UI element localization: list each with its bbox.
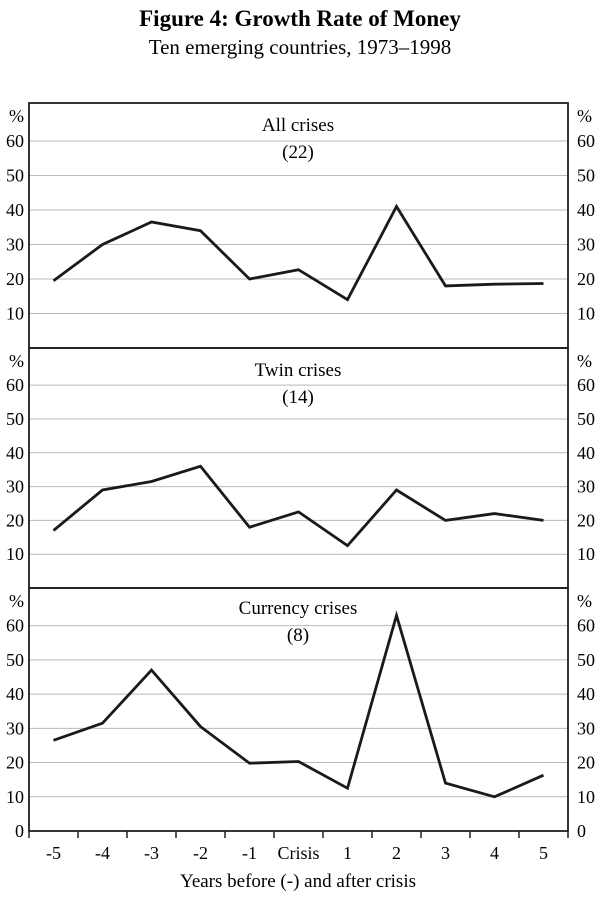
series-line xyxy=(52,464,544,548)
y-axis-unit-left: % xyxy=(9,351,24,371)
series-line xyxy=(52,203,544,302)
y-tick-label-left: 20 xyxy=(6,510,24,530)
panel-count: (8) xyxy=(287,625,309,646)
y-tick-label-left: 50 xyxy=(6,165,24,185)
y-tick-label-right: 40 xyxy=(577,443,595,463)
y-tick-label-left: 40 xyxy=(6,200,24,220)
panel-all-crises: All crises (22) 10 10 20 20 30 30 40 40 50 50 60 60… xyxy=(6,102,595,349)
y-tick-label-left: 60 xyxy=(6,375,24,395)
y-tick-label-left: 30 xyxy=(6,234,24,254)
panel-currency-crises: Currency crises (8) 0 0 10 10 20 20 30 30 40 40 50… xyxy=(6,587,595,841)
y-tick-label-left: 20 xyxy=(6,269,24,289)
y-tick-label-right: 0 xyxy=(577,821,586,841)
y-tick-label-left: 10 xyxy=(6,544,24,564)
y-tick-label-right: 20 xyxy=(577,753,595,773)
y-tick-label-right: 40 xyxy=(577,200,595,220)
y-tick-label-right: 60 xyxy=(577,616,595,636)
y-tick-label-left: 10 xyxy=(6,787,24,807)
panel-border xyxy=(28,347,569,589)
y-axis-labels: 0 0 10 10 20 20 30 30 40 40 50 50 60 60%% xyxy=(6,591,595,841)
panel-border xyxy=(28,587,569,832)
x-tick-label: Crisis xyxy=(277,843,319,863)
y-axis-unit-right: % xyxy=(577,591,592,611)
figure-title: Figure 4: Growth Rate of Money xyxy=(139,6,461,31)
x-axis-caption: Years before (-) and after crisis xyxy=(180,871,416,892)
y-axis-unit-right: % xyxy=(577,351,592,371)
x-tick-label: 2 xyxy=(392,843,401,863)
panel-border xyxy=(28,102,569,349)
y-axis-unit-left: % xyxy=(9,591,24,611)
x-tick-label: -4 xyxy=(95,843,110,863)
x-tick-label: -3 xyxy=(144,843,159,863)
y-axis-labels: 10 10 20 20 30 30 40 40 50 50 60 60%% xyxy=(6,351,595,564)
x-tick-label: 5 xyxy=(539,843,548,863)
gridlines xyxy=(29,384,568,555)
x-tick-label: -2 xyxy=(193,843,208,863)
y-tick-label-right: 30 xyxy=(577,234,595,254)
figure-subtitle: Ten emerging countries, 1973–1998 xyxy=(148,35,452,59)
y-tick-label-left: 60 xyxy=(6,131,24,151)
y-tick-label-right: 30 xyxy=(577,718,595,738)
figure-header: Figure 4: Growth Rate of Money Ten emerg… xyxy=(0,4,600,61)
y-tick-label-right: 30 xyxy=(577,477,595,497)
y-tick-label-left: 50 xyxy=(6,650,24,670)
panel-count: (22) xyxy=(282,142,314,163)
y-tick-label-right: 50 xyxy=(577,650,595,670)
panel-twin-crises: Twin crises (14) 10 10 20 20 30 30 40 40 50 50 60 6… xyxy=(6,347,595,589)
x-tick-label: 3 xyxy=(441,843,450,863)
y-tick-label-right: 60 xyxy=(577,131,595,151)
gridlines xyxy=(29,625,568,798)
x-tick-label: -1 xyxy=(242,843,257,863)
x-tick-label: 1 xyxy=(343,843,352,863)
y-tick-label-right: 50 xyxy=(577,165,595,185)
y-tick-label-left: 50 xyxy=(6,409,24,429)
series-line xyxy=(53,610,545,799)
panel-title: Twin crises xyxy=(255,360,342,381)
x-axis: -5 -4 -3 -2 -1 Crisis 1 2 3 4 5 Years before (-) a… xyxy=(28,831,569,892)
y-tick-label-right: 20 xyxy=(577,269,595,289)
y-tick-label-right: 10 xyxy=(577,787,595,807)
y-tick-label-left: 10 xyxy=(6,303,24,323)
y-tick-label-right: 10 xyxy=(577,303,595,323)
y-axis-labels: 10 10 20 20 30 30 40 40 50 50 60 60%% xyxy=(6,106,595,323)
y-axis-unit-left: % xyxy=(9,106,24,126)
x-tick-labels: -5 -4 -3 -2 -1 Crisis 1 2 3 4 5 xyxy=(46,843,548,863)
y-tick-label-left: 0 xyxy=(15,821,24,841)
y-tick-label-right: 60 xyxy=(577,375,595,395)
y-tick-label-right: 40 xyxy=(577,684,595,704)
y-tick-label-left: 60 xyxy=(6,616,24,636)
y-axis-unit-right: % xyxy=(577,106,592,126)
y-tick-label-left: 20 xyxy=(6,753,24,773)
gridlines xyxy=(29,140,568,314)
y-tick-label-left: 30 xyxy=(6,718,24,738)
y-tick-label-right: 50 xyxy=(577,409,595,429)
y-tick-label-left: 40 xyxy=(6,443,24,463)
panel-title: Currency crises xyxy=(239,598,358,619)
x-tick-label: 4 xyxy=(490,843,499,863)
y-tick-label-right: 10 xyxy=(577,544,595,564)
y-tick-label-left: 30 xyxy=(6,477,24,497)
y-tick-label-right: 20 xyxy=(577,510,595,530)
panel-title: All crises xyxy=(262,115,334,136)
y-tick-label-left: 40 xyxy=(6,684,24,704)
x-tick-label: -5 xyxy=(46,843,61,863)
panel-count: (14) xyxy=(282,387,314,408)
x-ticks xyxy=(28,831,569,838)
